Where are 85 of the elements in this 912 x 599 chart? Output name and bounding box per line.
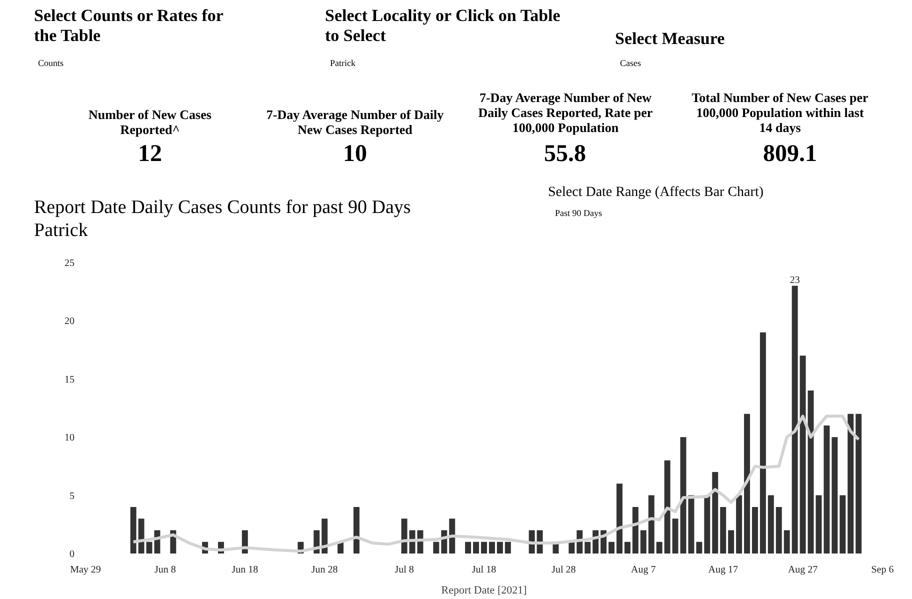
y-tick-label: 0 bbox=[70, 549, 74, 560]
bar bbox=[138, 518, 144, 554]
bar bbox=[656, 542, 662, 554]
bar bbox=[768, 495, 774, 554]
chart-title: Report Date Daily Cases Counts for past 90 Days bbox=[34, 196, 412, 220]
bar bbox=[449, 518, 456, 554]
bar bbox=[465, 542, 472, 554]
bar bbox=[664, 460, 670, 554]
text: Cases bbox=[620, 58, 642, 68]
bar bbox=[808, 390, 814, 554]
bar bbox=[736, 495, 742, 554]
x-tick-label: Jul 28 bbox=[552, 564, 576, 576]
y-tick-label: 10 bbox=[64, 432, 74, 444]
text: Select Measure bbox=[615, 29, 726, 49]
x-tick-label: May 29 bbox=[70, 564, 101, 576]
y-tick-label: 25 bbox=[64, 258, 74, 269]
bar bbox=[816, 495, 822, 554]
text: Counts bbox=[38, 58, 65, 68]
bar bbox=[704, 495, 710, 554]
bar bbox=[433, 542, 440, 554]
line-series bbox=[132, 414, 860, 553]
bar bbox=[473, 542, 480, 554]
x-axis-title: Report Date [2021] bbox=[441, 584, 527, 596]
bar bbox=[624, 542, 630, 554]
text: 7-Day Average Number of New Daily Cases Reported, Rate per 100,000 Population bbox=[478, 90, 653, 136]
bar bbox=[481, 542, 487, 554]
bar bbox=[696, 542, 702, 554]
bar bbox=[568, 542, 575, 554]
bar bbox=[608, 542, 615, 554]
bar bbox=[744, 414, 750, 554]
x-tick-label: Jun 18 bbox=[232, 564, 258, 576]
bar bbox=[840, 495, 846, 554]
bar bbox=[792, 286, 798, 554]
bar bbox=[848, 414, 854, 554]
text: Select Date Range (Affects Bar Chart) bbox=[548, 185, 764, 202]
bar bbox=[856, 414, 862, 554]
chart-subtitle: Patrick bbox=[34, 219, 89, 243]
text: Select Locality or Click on Table to Select bbox=[325, 6, 562, 46]
x-tick-label: Aug 27 bbox=[788, 564, 818, 576]
x-tick-label: Aug 17 bbox=[708, 564, 738, 576]
bar bbox=[832, 437, 838, 554]
x-tick-label: Sep 6 bbox=[871, 564, 894, 576]
bar bbox=[632, 506, 638, 554]
bar bbox=[130, 506, 136, 554]
x-tick-label: Jun 8 bbox=[154, 564, 176, 576]
text: Total Number of New Cases per 100,000 Population within last 14 days bbox=[690, 90, 870, 136]
bar bbox=[776, 506, 782, 554]
bar bbox=[672, 518, 678, 554]
y-tick-label: 15 bbox=[64, 374, 74, 386]
bar bbox=[720, 506, 726, 554]
bar bbox=[353, 506, 360, 554]
bar bbox=[688, 495, 694, 554]
bar bbox=[648, 495, 654, 554]
text: 55.8 bbox=[543, 141, 587, 169]
bar bbox=[752, 506, 758, 554]
bar bbox=[488, 542, 495, 554]
bar bbox=[728, 530, 734, 554]
x-tick-label: Jul 18 bbox=[472, 564, 496, 576]
bar bbox=[496, 542, 503, 554]
x-tick-label: Jun 28 bbox=[311, 564, 338, 576]
bar bbox=[640, 530, 646, 554]
text: Number of New Cases Reported^ bbox=[88, 107, 212, 138]
bar bbox=[616, 484, 622, 554]
bar bbox=[824, 425, 830, 554]
text: 12 bbox=[137, 141, 163, 169]
bar bbox=[322, 518, 328, 554]
bar bbox=[504, 542, 511, 554]
text: 7-Day Average Number of Daily New Cases Reported bbox=[265, 107, 445, 138]
text: 10 bbox=[342, 141, 368, 169]
bar bbox=[401, 518, 408, 554]
text: Past 90 Days bbox=[555, 208, 603, 218]
text: Patrick bbox=[330, 58, 356, 68]
bar bbox=[584, 542, 591, 554]
bar bbox=[712, 472, 718, 554]
x-tick-label: Aug 7 bbox=[631, 564, 656, 576]
x-tick-label: Jul 8 bbox=[394, 564, 414, 576]
bar bbox=[784, 530, 790, 554]
bar bbox=[800, 356, 806, 554]
bar bbox=[146, 542, 152, 554]
bar bbox=[760, 332, 766, 554]
annotation: 23 bbox=[790, 274, 800, 286]
text: 809.1 bbox=[762, 141, 818, 169]
text: Select Counts or Rates for the Table bbox=[34, 6, 224, 46]
y-tick-label: 5 bbox=[70, 490, 74, 502]
y-tick-label: 20 bbox=[64, 316, 74, 328]
